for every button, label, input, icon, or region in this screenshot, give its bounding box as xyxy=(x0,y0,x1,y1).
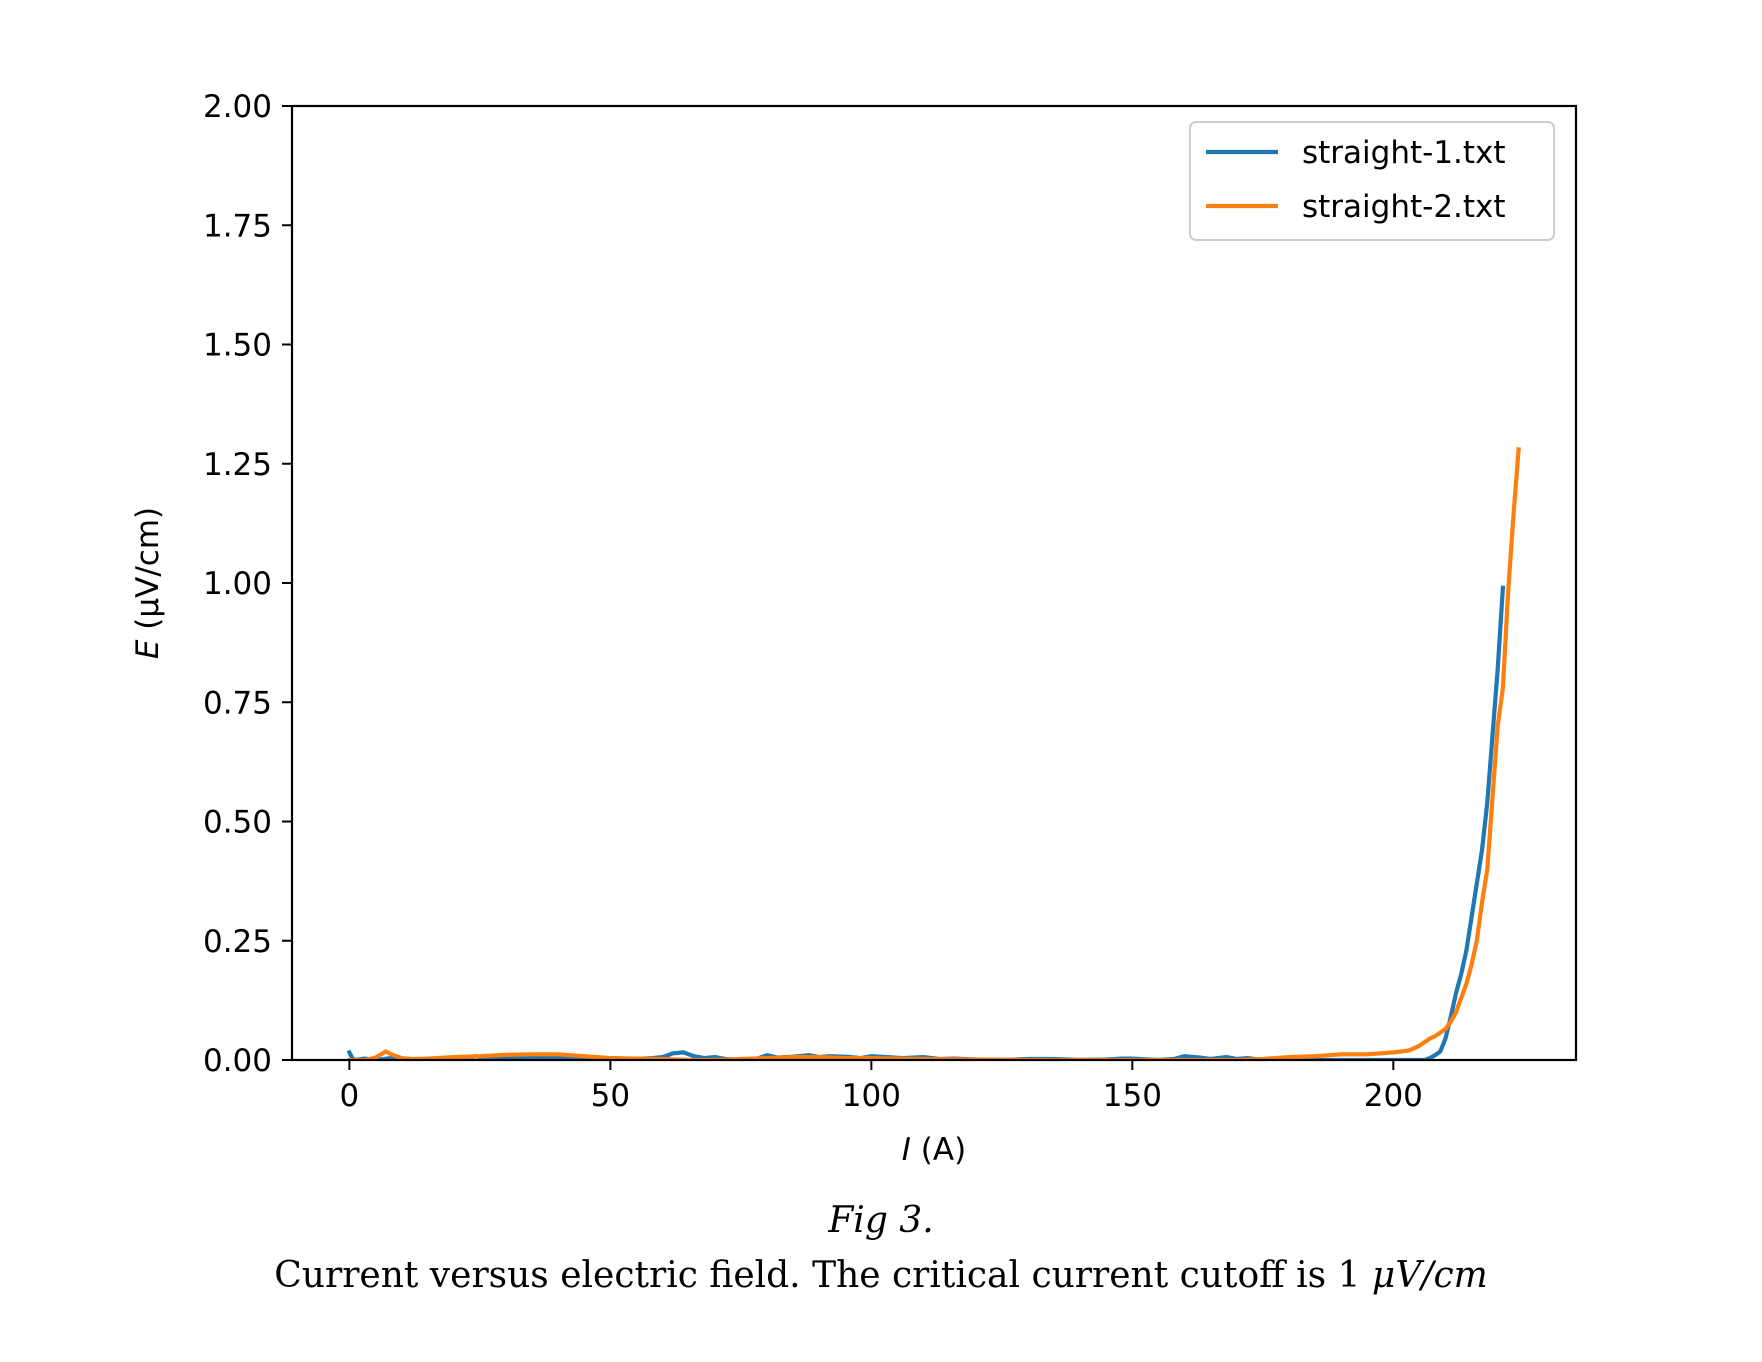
x-tick-label: 100 xyxy=(842,1078,901,1114)
figure-label: Fig 3. xyxy=(828,1200,934,1241)
x-axis-label: I (A) xyxy=(902,1132,966,1168)
y-axis-label-variable: E xyxy=(130,639,166,659)
y-tick-label: 0.50 xyxy=(203,805,272,841)
y-axis-label-unit: (μV/cm) xyxy=(130,507,166,640)
y-axis-label: E (μV/cm) xyxy=(130,507,166,659)
y-tick-label: 0.75 xyxy=(203,685,272,721)
y-tick-label: 1.50 xyxy=(203,328,272,364)
x-tick-label: 0 xyxy=(340,1078,360,1114)
y-tick-label: 2.00 xyxy=(203,89,272,125)
figure-caption-unit: μV/cm xyxy=(1371,1255,1488,1296)
series-line-1 xyxy=(346,585,1506,1060)
plot-area xyxy=(346,447,1521,1060)
y-tick-label: 1.75 xyxy=(203,208,272,244)
axes-frame xyxy=(290,104,1578,1062)
y-tick-label: 0.25 xyxy=(203,924,272,960)
x-axis-ticks: 0 50 100 150 200 xyxy=(340,1060,1423,1114)
y-tick-label: 1.00 xyxy=(203,566,272,602)
figure-caption: Current versus electric field. The criti… xyxy=(0,1255,1762,1296)
x-tick-label: 50 xyxy=(591,1078,630,1114)
x-tick-label: 150 xyxy=(1103,1078,1162,1114)
legend-label-2: straight-2.txt xyxy=(1302,189,1506,225)
y-tick-label: 1.25 xyxy=(203,447,272,483)
series-line-2 xyxy=(347,447,1521,1060)
figure-caption-text: Current versus electric field. The criti… xyxy=(274,1255,1372,1296)
legend: straight-1.txt straight-2.txt xyxy=(1189,121,1555,241)
x-axis-label-variable: I xyxy=(902,1132,911,1168)
legend-box xyxy=(1189,121,1555,241)
legend-label-1: straight-1.txt xyxy=(1302,135,1506,171)
x-tick-label: 200 xyxy=(1364,1078,1423,1114)
y-tick-label: 0.00 xyxy=(203,1043,272,1079)
y-axis-ticks: 0.00 0.25 0.50 0.75 1.00 1.25 1.50 1.75 2.00 xyxy=(203,89,292,1079)
x-axis-label-unit: (A) xyxy=(911,1132,966,1168)
